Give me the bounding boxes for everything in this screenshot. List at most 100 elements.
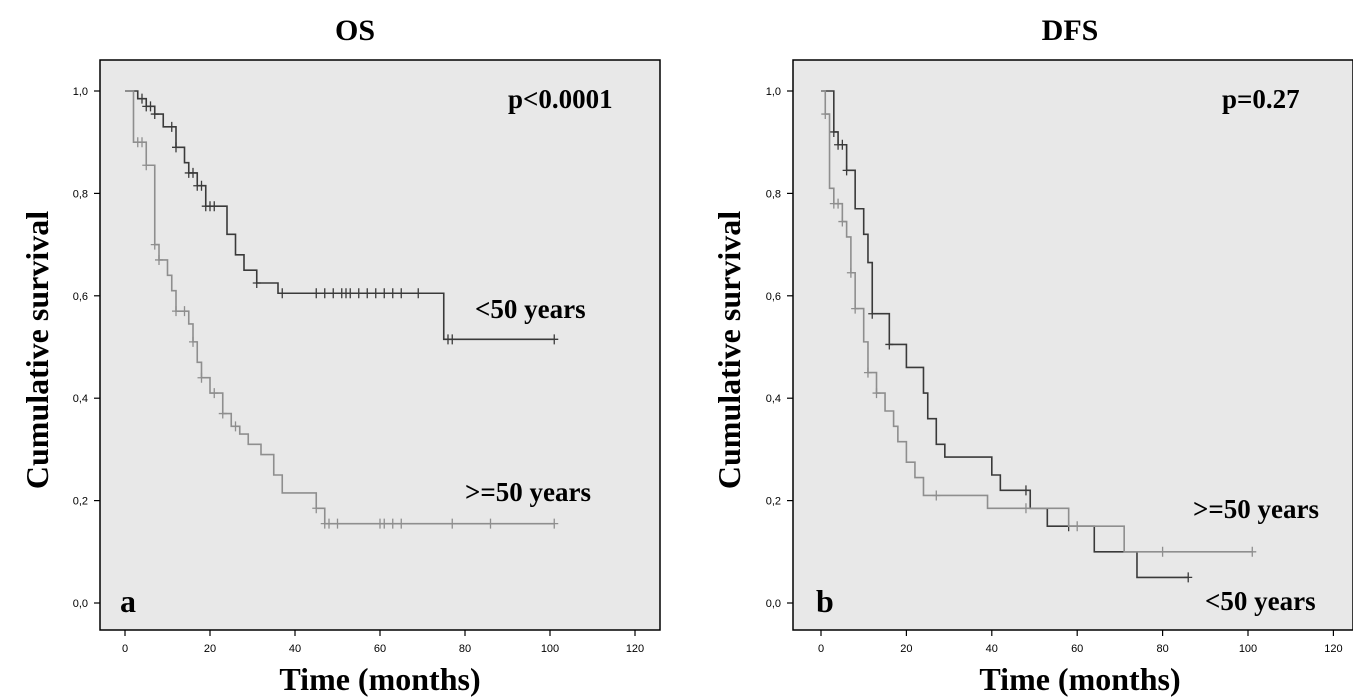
x-tick-label: 100 bbox=[541, 643, 559, 655]
censor-mark bbox=[486, 518, 495, 529]
censor-mark bbox=[872, 388, 881, 399]
x-tick-label: 0 bbox=[122, 643, 128, 655]
censor-mark bbox=[320, 288, 329, 299]
survival-curve bbox=[125, 90, 555, 525]
x-tick-label: 20 bbox=[900, 643, 912, 655]
censor-mark bbox=[821, 109, 830, 120]
censor-mark bbox=[329, 288, 338, 299]
censor-mark bbox=[388, 518, 397, 529]
x-tick-label: 120 bbox=[626, 643, 644, 655]
x-tick-label: 40 bbox=[289, 643, 301, 655]
censor-mark bbox=[138, 137, 146, 148]
censor-mark bbox=[885, 339, 894, 350]
censor-mark bbox=[838, 216, 847, 227]
censor-mark bbox=[189, 336, 197, 347]
censor-mark bbox=[380, 288, 389, 299]
os-series-label-50-plus: >=50 years bbox=[465, 477, 591, 507]
censor-mark bbox=[1248, 546, 1257, 557]
censor-mark bbox=[354, 288, 363, 299]
os-series-group bbox=[125, 90, 559, 529]
x-tick-label: 80 bbox=[459, 643, 471, 655]
censor-mark bbox=[278, 288, 287, 299]
censor-mark bbox=[834, 198, 843, 209]
censor-mark bbox=[155, 254, 163, 265]
censor-mark bbox=[363, 288, 372, 299]
y-tick-label: 0,0 bbox=[766, 598, 781, 610]
x-tick-label: 100 bbox=[1239, 643, 1257, 655]
censor-mark bbox=[1021, 485, 1030, 496]
x-tick-label: 20 bbox=[204, 643, 216, 655]
censor-mark bbox=[397, 518, 406, 529]
censor-mark bbox=[197, 180, 206, 191]
y-tick-label: 0,6 bbox=[766, 291, 781, 303]
os-x-axis-label: Time (months) bbox=[279, 661, 480, 697]
y-tick-label: 0,4 bbox=[73, 393, 88, 405]
censor-mark bbox=[1021, 503, 1030, 514]
censor-mark bbox=[448, 518, 457, 529]
censor-mark bbox=[325, 518, 333, 529]
dfs-series-group bbox=[821, 90, 1257, 583]
censor-mark bbox=[868, 308, 877, 319]
dfs-x-ticks: 0 20 40 60 80 100 120 bbox=[818, 630, 1343, 655]
censor-mark bbox=[172, 306, 180, 317]
censor-mark bbox=[138, 93, 146, 104]
y-tick-label: 1,0 bbox=[73, 86, 88, 98]
os-y-ticks: 0,0 0,2 0,4 0,6 0,8 1,0 bbox=[73, 86, 100, 610]
censor-mark bbox=[180, 306, 189, 317]
censor-mark bbox=[346, 288, 355, 299]
dfs-p-value: p=0.27 bbox=[1222, 84, 1300, 114]
censor-mark bbox=[829, 126, 838, 137]
censor-mark bbox=[863, 367, 872, 378]
censor-mark bbox=[1184, 572, 1193, 583]
os-y-axis-label: Cumulative survival bbox=[19, 211, 55, 489]
censor-mark bbox=[846, 267, 855, 278]
censor-mark bbox=[146, 101, 155, 112]
censor-mark bbox=[380, 518, 389, 529]
censor-mark bbox=[142, 160, 151, 171]
x-tick-label: 80 bbox=[1156, 643, 1168, 655]
dfs-plot-area bbox=[792, 59, 1353, 631]
censor-mark bbox=[218, 408, 227, 419]
censor-mark bbox=[838, 139, 847, 150]
dfs-panel-letter: b bbox=[816, 583, 834, 619]
censor-mark bbox=[172, 142, 180, 153]
x-tick-label: 0 bbox=[818, 643, 824, 655]
dfs-series-label-under-50: <50 years bbox=[1205, 586, 1316, 616]
dfs-chart-title: DFS bbox=[1042, 14, 1099, 47]
censor-mark bbox=[397, 288, 406, 299]
censor-mark bbox=[851, 303, 860, 314]
os-panel-letter: a bbox=[120, 583, 136, 619]
dfs-x-axis-label: Time (months) bbox=[979, 661, 1180, 697]
censor-mark bbox=[932, 490, 941, 501]
x-tick-label: 60 bbox=[1071, 643, 1083, 655]
censor-mark bbox=[189, 167, 197, 178]
censor-mark bbox=[550, 518, 559, 529]
censor-mark bbox=[210, 201, 219, 212]
censor-mark bbox=[312, 288, 321, 299]
censor-mark bbox=[167, 121, 176, 132]
censor-mark bbox=[1073, 521, 1082, 532]
censor-mark bbox=[210, 388, 219, 399]
censor-mark bbox=[197, 372, 206, 383]
dfs-y-ticks: 0,0 0,2 0,4 0,6 0,8 1,0 bbox=[766, 86, 793, 610]
censor-mark bbox=[150, 239, 159, 250]
censor-mark bbox=[231, 421, 240, 432]
x-tick-label: 120 bbox=[1324, 643, 1342, 655]
censor-mark bbox=[550, 334, 559, 345]
os-chart-title: OS bbox=[335, 14, 375, 47]
censor-mark bbox=[371, 288, 380, 299]
y-tick-label: 0,2 bbox=[73, 496, 88, 508]
dfs-series-label-50-plus: >=50 years bbox=[1193, 494, 1319, 524]
dfs-y-axis-label: Cumulative survival bbox=[711, 211, 747, 489]
os-x-ticks: 0 20 40 60 80 100 120 bbox=[122, 630, 644, 655]
os-panel: OS Cumulative survival Time (months) p<0… bbox=[19, 14, 661, 697]
os-plot-area bbox=[99, 59, 661, 631]
censor-mark bbox=[414, 288, 423, 299]
censor-mark bbox=[1158, 546, 1167, 557]
dfs-panel: DFS Cumulative survival Time (months) p=… bbox=[711, 14, 1353, 697]
censor-mark bbox=[333, 518, 342, 529]
y-tick-label: 0,0 bbox=[73, 598, 88, 610]
censor-mark bbox=[448, 334, 457, 345]
censor-mark bbox=[388, 288, 397, 299]
censor-mark bbox=[150, 109, 159, 120]
